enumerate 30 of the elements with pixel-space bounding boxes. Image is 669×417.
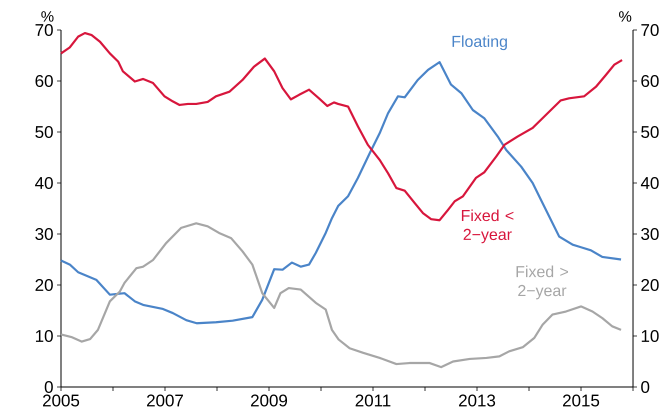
line-series (60, 32, 624, 222)
y-tick-label: 70 (36, 24, 53, 36)
y2-tick-label: 10 (642, 330, 659, 342)
line-series (60, 222, 622, 368)
y2-tick-label: 20 (641, 279, 659, 292)
y-tick-label: 0 (44, 381, 53, 393)
series-label: Floating (452, 35, 507, 50)
series-label: Fixed > 2−year (516, 266, 568, 300)
y2-tick-label: 70 (641, 24, 659, 36)
x-tick-label: 2007 (147, 394, 183, 407)
y2-tick-label: 30 (641, 228, 659, 240)
y-tick-label: 10 (36, 330, 53, 342)
x-tick-label: 2005 (43, 394, 80, 407)
x-tick-label: 2015 (563, 394, 600, 407)
y-tick-label: 30 (35, 228, 53, 240)
x-tick-label: 2013 (459, 394, 496, 407)
y2-axis-title: % (619, 11, 632, 22)
x-tick-label: 2009 (251, 394, 288, 407)
y-tick-label: 40 (35, 177, 53, 190)
y2-tick-label: 60 (641, 75, 659, 88)
y-tick-label: 50 (35, 126, 53, 138)
line-series (60, 61, 622, 324)
y2-tick-label: 50 (641, 126, 659, 138)
y-axis-title: % (41, 11, 54, 22)
series-label: Fixed < 2−year (462, 209, 514, 244)
x-tick-label: 2011 (356, 394, 390, 407)
y-tick-label: 60 (36, 75, 53, 88)
y2-tick-label: 40 (640, 177, 659, 190)
y-tick-label: 20 (36, 279, 53, 292)
y2-tick-label: 0 (641, 381, 650, 393)
